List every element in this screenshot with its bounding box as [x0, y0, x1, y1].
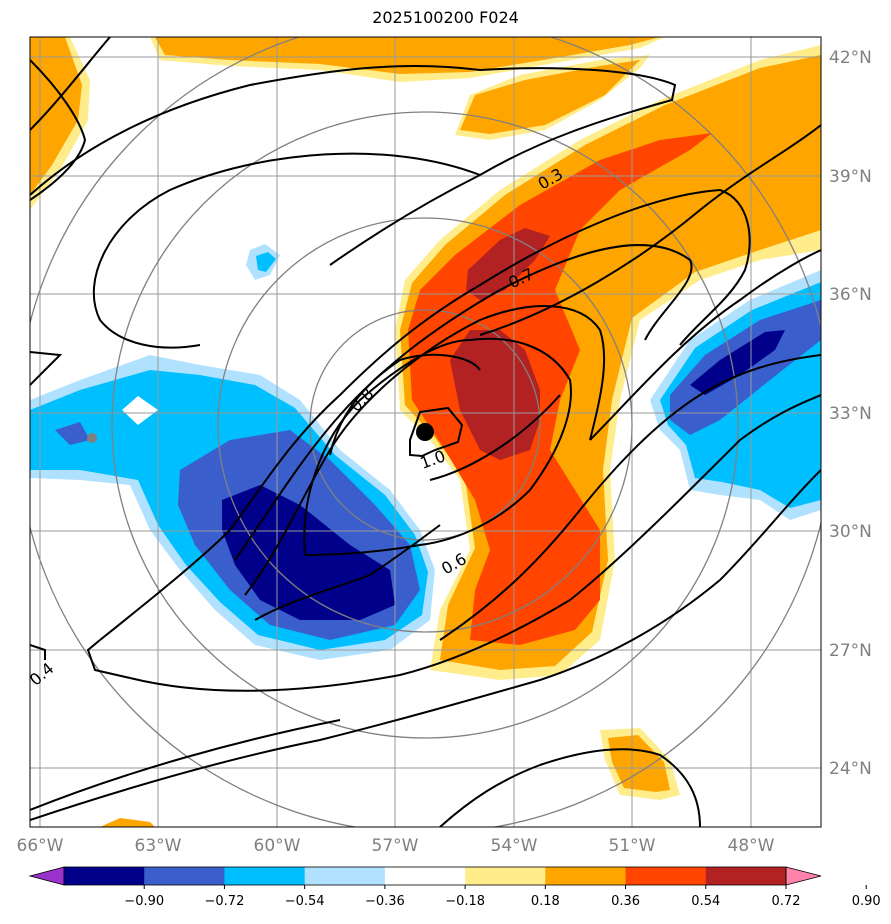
lon-tick-label: 66°W: [17, 836, 64, 856]
shade-negative-small-1: [55, 422, 90, 445]
shade-hole: [122, 396, 158, 425]
colorbar-outline: [63, 866, 787, 886]
colorbar-bin: [545, 867, 627, 885]
lon-tick-label: 54°W: [491, 836, 538, 856]
lat-tick-label: 27°N: [829, 641, 872, 661]
shade-positive-upper-core: [460, 60, 640, 134]
colorbar-bin: [144, 867, 225, 885]
colorbar-tick-label: 0.18: [531, 894, 560, 909]
shade-negative-left-dark: [222, 485, 395, 620]
colorbar-bin: [304, 867, 386, 885]
lat-tick-label: 42°N: [829, 48, 872, 68]
lat-tick-label: 39°N: [829, 167, 872, 187]
storm-center-marker: [416, 423, 434, 441]
lon-tick-labels: 66°W 63°W 60°W 57°W 54°W 51°W 48°W: [17, 836, 775, 856]
lat-tick-labels: 42°N 39°N 36°N 33°N 30°N 27°N 24°N: [829, 48, 872, 779]
lon-tick-label: 51°W: [609, 836, 656, 856]
colorbar-bin: [224, 867, 306, 885]
lon-tick-label: 63°W: [135, 836, 182, 856]
colorbar-bin: [465, 867, 546, 885]
colorbar-tick-label: 0.72: [772, 894, 801, 909]
lat-tick-label: 33°N: [829, 404, 872, 424]
colorbar-bin: [625, 867, 707, 885]
colorbar-bin: [705, 867, 787, 885]
shading-layer: [30, 37, 821, 827]
shade-positive-bottom-left: [100, 818, 155, 827]
colorbar: −0.90 −0.72 −0.54 −0.36 −0.18 0.18 0.36 0.54 0.7…: [28, 866, 881, 909]
colorbar-tick-label: 0.90: [852, 894, 881, 909]
shade-positive-left-core: [30, 37, 82, 195]
lat-tick-label: 36°N: [829, 285, 872, 305]
lon-tick-label: 57°W: [372, 836, 419, 856]
lat-tick-label: 30°N: [829, 522, 872, 542]
colorbar-extend-max: [785, 866, 822, 886]
colorbar-extend-min: [28, 866, 65, 886]
shade-negative-small-2-core: [256, 252, 276, 272]
colorbar-tick-label: 0.36: [611, 894, 640, 909]
contour-lines: [30, 37, 821, 827]
chart-title: 2025100200 F024: [372, 8, 519, 27]
map-frame: [29, 36, 822, 828]
colorbar-bin: [64, 867, 145, 885]
lon-tick-label: 48°W: [728, 836, 775, 856]
location-marker: [87, 433, 97, 443]
colorbar-tick-label: −0.54: [285, 894, 325, 909]
colorbar-tick-label: −0.36: [365, 894, 405, 909]
colorbar-tick-label: −0.72: [205, 894, 245, 909]
lon-tick-label: 60°W: [254, 836, 301, 856]
range-rings: [30, 37, 821, 827]
colorbar-tick-label: −0.90: [124, 894, 164, 909]
shade-positive-top-core: [155, 37, 660, 74]
colorbar-tick-label: 0.54: [691, 894, 720, 909]
shade-negative-right-dark: [690, 330, 785, 395]
colorbar-bin: [384, 867, 466, 885]
colorbar-tick-label: −0.18: [445, 894, 485, 909]
lat-tick-label: 24°N: [829, 759, 872, 779]
